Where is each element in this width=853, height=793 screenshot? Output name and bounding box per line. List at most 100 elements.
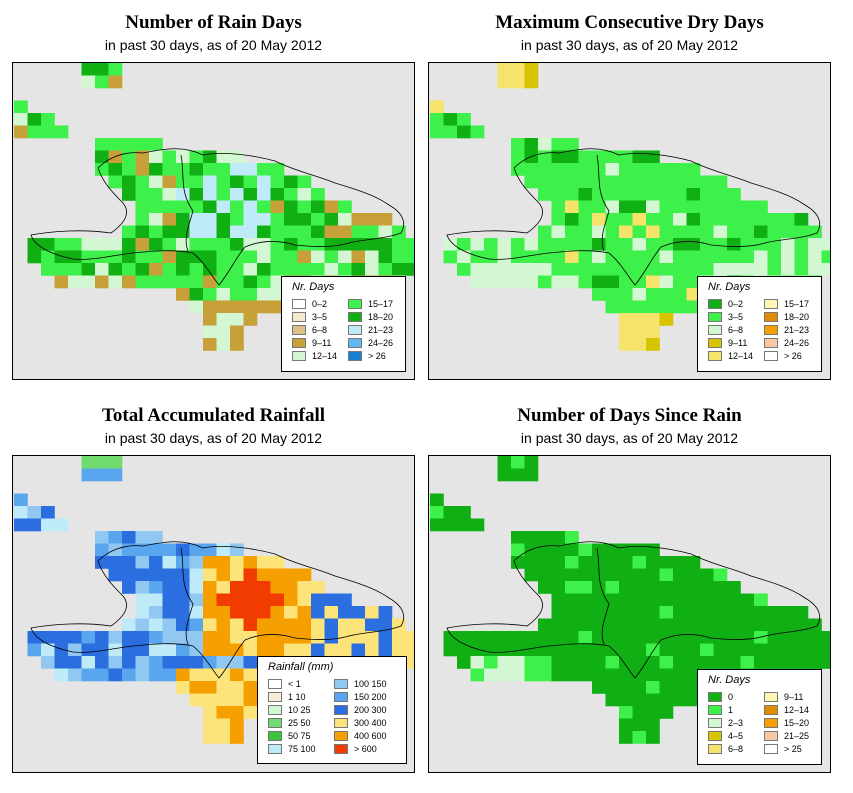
grid-cell [646,681,660,694]
grid-cell [95,556,109,569]
grid-cell [565,543,579,557]
map-area: Nr. Days 0–2 3–5 6–8 9–11 12–14 15–17 18… [428,62,831,380]
grid-cell [378,631,393,644]
grid-cell [632,213,647,226]
grid-cell [551,213,566,226]
grid-cell [538,225,552,239]
grid-cell [430,493,444,507]
grid-cell [122,581,136,594]
grid-cell [392,631,406,644]
grid-cell [673,631,687,644]
grid-cell [95,138,109,151]
grid-cell [257,288,271,301]
grid-cell [551,250,566,264]
grid-cell [122,568,136,582]
grid-cell [297,175,312,189]
grid-cell [511,263,525,276]
grid-cell [122,163,136,176]
grid-cell [511,163,525,176]
grid-cell [605,188,620,201]
grid-cell [457,113,471,126]
grid-cell [135,238,150,251]
grid-cell [673,250,687,264]
grid-cell [108,250,123,264]
grid-cell [700,581,714,594]
grid-cell [457,643,471,657]
grid-cell [659,631,674,644]
legend-swatch [708,351,722,361]
grid-cell [646,275,660,289]
legend-swatch [764,351,778,361]
legend-title: Nr. Days [708,281,751,293]
grid-cell [378,606,393,619]
legend-label: 25 50 [288,718,311,728]
grid-cell [162,668,177,682]
grid-cell [203,606,217,619]
grid-cell [538,238,552,251]
grid-cell [135,568,150,582]
grid-cell [162,150,177,164]
grid-cell [619,568,633,582]
grid-cell [203,731,217,744]
grid-cell [740,200,755,214]
grid-cell [497,668,512,682]
grid-cell [632,325,647,339]
grid-cell [270,225,285,239]
grid-cell [95,275,109,289]
grid-cell [189,300,204,314]
grid-cell [646,250,660,264]
grid-cell [497,643,512,657]
grid-cell [673,288,687,301]
grid-cell [578,188,593,201]
grid-cell [203,706,217,719]
grid-cell [686,631,701,644]
grid-cell [135,213,150,226]
grid-cell [578,656,593,669]
grid-cell [311,213,325,226]
grid-cell [551,618,566,632]
grid-cell [700,213,714,226]
grid-cell [324,200,339,214]
grid-cell [203,175,217,189]
grid-cell [27,631,42,644]
grid-cell [551,643,566,657]
grid-cell [538,175,552,189]
grid-cell [443,113,458,126]
legend-label: 24–26 [784,338,810,348]
grid-cell [686,225,701,239]
grid-cell [538,163,552,176]
grid-cell [578,568,593,582]
grid-cell [727,631,741,644]
grid-cell [673,175,687,189]
grid-cell [727,250,741,264]
grid-cell [257,556,271,569]
grid-cell [727,656,741,669]
grid-cell [135,531,150,544]
grid-cell [686,163,701,176]
grid-cell [551,150,566,164]
grid-cell [176,275,190,289]
grid-cell [216,606,231,619]
grid-cell [794,631,809,644]
grid-cell [270,175,285,189]
grid-cell [297,606,312,619]
coastline [446,148,821,286]
grid-cell [203,263,217,276]
grid-cell [632,606,647,619]
legend-swatch [292,325,306,335]
grid-cell [122,275,136,289]
grid-cell [497,75,512,89]
grid-cell [592,543,606,557]
grid-cell [216,556,231,569]
grid-cell [551,238,566,251]
grid-cell [646,693,660,707]
grid-cell [686,568,701,582]
grid-cell [135,643,150,657]
grid-cell [808,643,822,657]
grid-cell [324,250,339,264]
grid-cell [243,213,258,226]
grid-cell [284,631,298,644]
grid-cell [176,681,190,694]
grid-cell [524,668,539,682]
grid-cell [727,188,741,201]
